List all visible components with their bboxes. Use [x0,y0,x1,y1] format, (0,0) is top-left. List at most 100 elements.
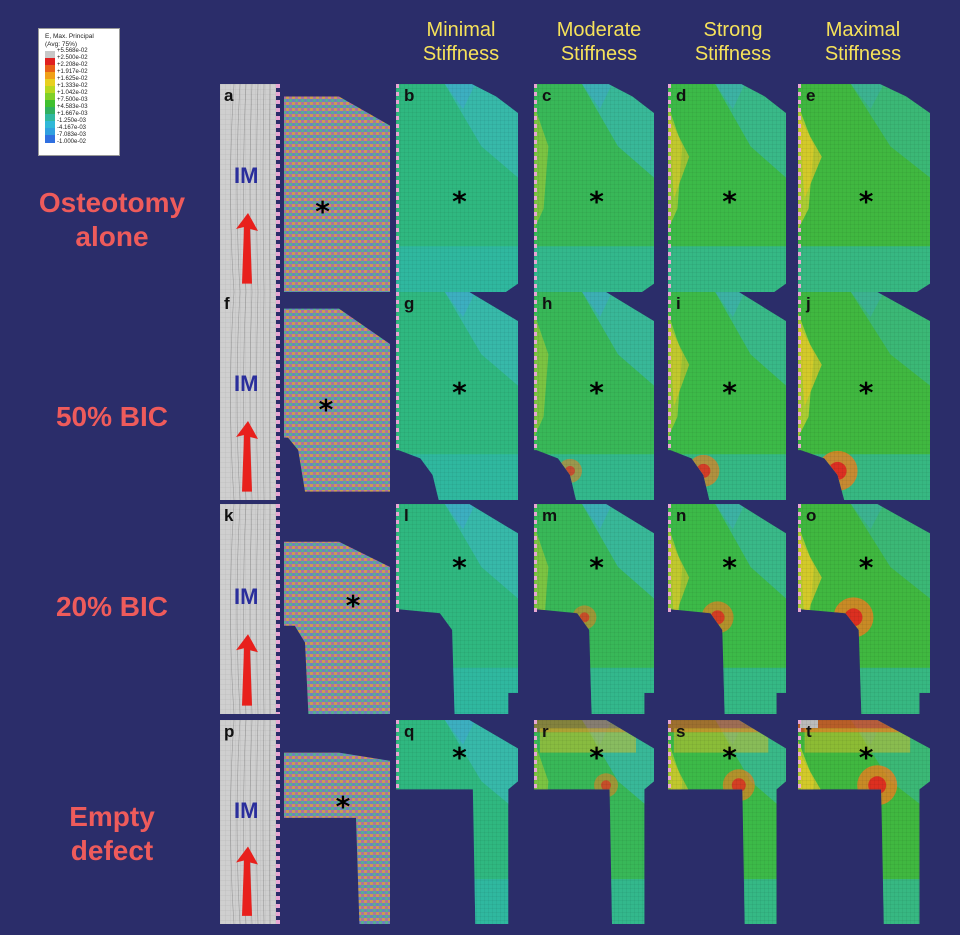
strain-field [668,504,786,714]
interface-marker [798,164,801,168]
interface-marker [668,100,671,104]
interface-marker [668,608,671,612]
legend-value: -1.250e-03 [57,118,87,124]
implant-label: IM [234,797,259,823]
arrow-up-icon [236,420,258,492]
interface-marker [668,380,671,384]
panel-letter: m [542,506,558,525]
interface-marker [668,316,671,320]
legend-swatch [45,135,55,143]
interface-marker [534,308,537,312]
interface-marker [798,552,801,556]
interface-marker [534,728,537,732]
graft-marker: * [452,376,467,410]
interface-marker [534,172,537,176]
interface-marker [534,340,537,344]
interface-marker [798,252,801,256]
strain-panel: n * [668,504,786,714]
interface-marker [396,372,399,376]
graft-marker: * [722,376,737,410]
interface-marker [798,268,801,272]
interface-marker [396,504,399,508]
column-header-strong: Strong Stiffness [668,18,798,66]
panel-letter: b [404,86,415,105]
interface-marker [668,412,671,416]
strain-panel: e * [798,84,930,292]
interface-marker [534,236,537,240]
panel-letter: i [676,294,681,313]
interface-marker [798,544,801,548]
interface-marker [668,348,671,352]
interface-marker [534,404,537,408]
interface-marker [668,196,671,200]
strain-map [396,504,518,714]
strain-field [798,84,930,292]
interface-marker [396,276,399,280]
interface-marker [534,204,537,208]
interface-marker [798,260,801,264]
interface-marker [534,736,537,740]
interface-marker [798,244,801,248]
mesh-line [262,504,265,714]
graft-marker: * [589,551,604,585]
interface-marker [668,268,671,272]
mesh-panel: f IM * [220,292,390,500]
interface-marker [668,220,671,224]
row-label-osteotomy: Osteotomy alone [38,187,186,252]
interface-marker [668,600,671,604]
interface-marker [798,388,801,392]
interface-marker [534,504,537,508]
interface-marker [534,284,537,288]
mesh-line [236,504,241,714]
interface-marker [396,528,399,532]
interface-marker [396,132,399,136]
graft-marker: * [722,185,737,218]
strain-panel: j * [798,292,930,500]
legend-value: +1.667e-03 [57,111,88,117]
interface-marker [534,568,537,572]
strain-map [668,720,786,924]
graft-region [284,752,390,924]
panel-letter: h [542,294,553,313]
strain-panel: l * [396,504,518,714]
mesh-line [256,292,259,500]
strain-panel: i * [668,292,786,500]
interface-marker [798,436,801,440]
strain-map [396,84,518,292]
interface-marker [534,108,537,112]
interface-marker [798,520,801,524]
interface-marker [668,308,671,312]
interface-marker [798,332,801,336]
strain-panel: r * [534,720,654,924]
panel-letter: a [224,86,234,105]
interface-marker [396,164,399,168]
implant-label: IM [234,371,259,397]
interface-marker [798,396,801,400]
graft-region [284,541,390,714]
interface-marker [668,116,671,120]
interface-marker [668,512,671,516]
interface-marker [798,140,801,144]
interface-marker [396,284,399,288]
graft-marker: * [345,589,361,623]
interface-marker [668,428,671,432]
interface-marker [798,100,801,104]
interface-marker [668,776,671,780]
graft-marker: * [589,741,604,775]
strain-panel: s * [668,720,786,924]
implant-label: IM [234,583,259,609]
interface-marker [534,92,537,96]
interface-marker [396,84,399,88]
interface-marker [798,308,801,312]
arrow-up-icon [236,634,258,706]
mesh-line [269,84,271,292]
interface-marker [396,768,399,772]
interface-marker [668,156,671,160]
interface-marker [396,268,399,272]
strain-field [534,84,654,292]
interface-marker [396,600,399,604]
interface-marker [668,364,671,368]
interface-marker [396,140,399,144]
mesh-panel: p IM * [220,720,390,924]
interface-marker [798,784,801,788]
